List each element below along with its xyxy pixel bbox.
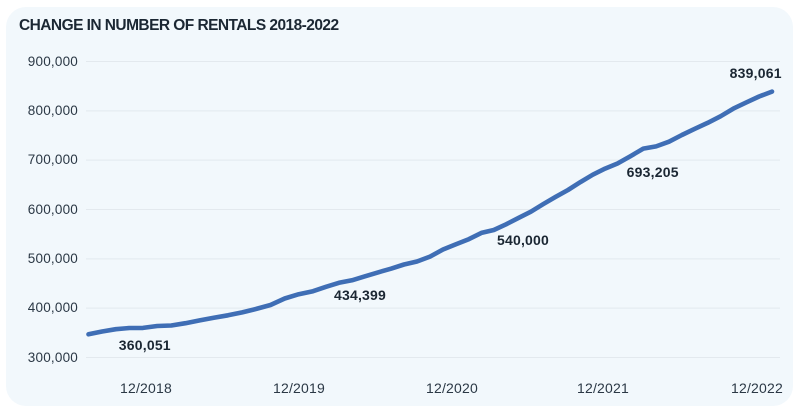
data-point-label: 693,205 <box>626 164 679 181</box>
series-line <box>86 89 775 337</box>
x-axis-tick-label: 12/2018 <box>119 379 173 396</box>
chart-title: CHANGE IN NUMBER OF RENTALS 2018-2022 <box>19 16 339 34</box>
x-axis-tick-label: 12/2019 <box>272 379 326 396</box>
y-axis-tick-label: 800,000 <box>27 102 78 118</box>
gridlines <box>86 61 780 358</box>
data-point-label: 360,051 <box>118 336 171 353</box>
y-axis-tick-label: 900,000 <box>27 53 78 69</box>
x-axis-tick-label: 12/2021 <box>576 379 630 396</box>
y-axis-tick-label: 600,000 <box>27 201 78 217</box>
y-axis-tick-label: 400,000 <box>27 300 78 316</box>
data-point-label: 839,061 <box>729 64 782 81</box>
data-point-label: 540,000 <box>496 231 550 248</box>
chart-card: CHANGE IN NUMBER OF RENTALS 2018-2022 <box>6 7 793 406</box>
y-axis-tick-label: 700,000 <box>27 152 78 168</box>
x-axis-tick-label: 12/2022 <box>730 379 784 396</box>
y-axis-tick-label: 500,000 <box>27 250 78 266</box>
data-point-label: 434,399 <box>333 286 387 303</box>
x-axis-tick-label: 12/2020 <box>425 379 479 396</box>
y-axis-tick-label: 300,000 <box>27 349 78 365</box>
